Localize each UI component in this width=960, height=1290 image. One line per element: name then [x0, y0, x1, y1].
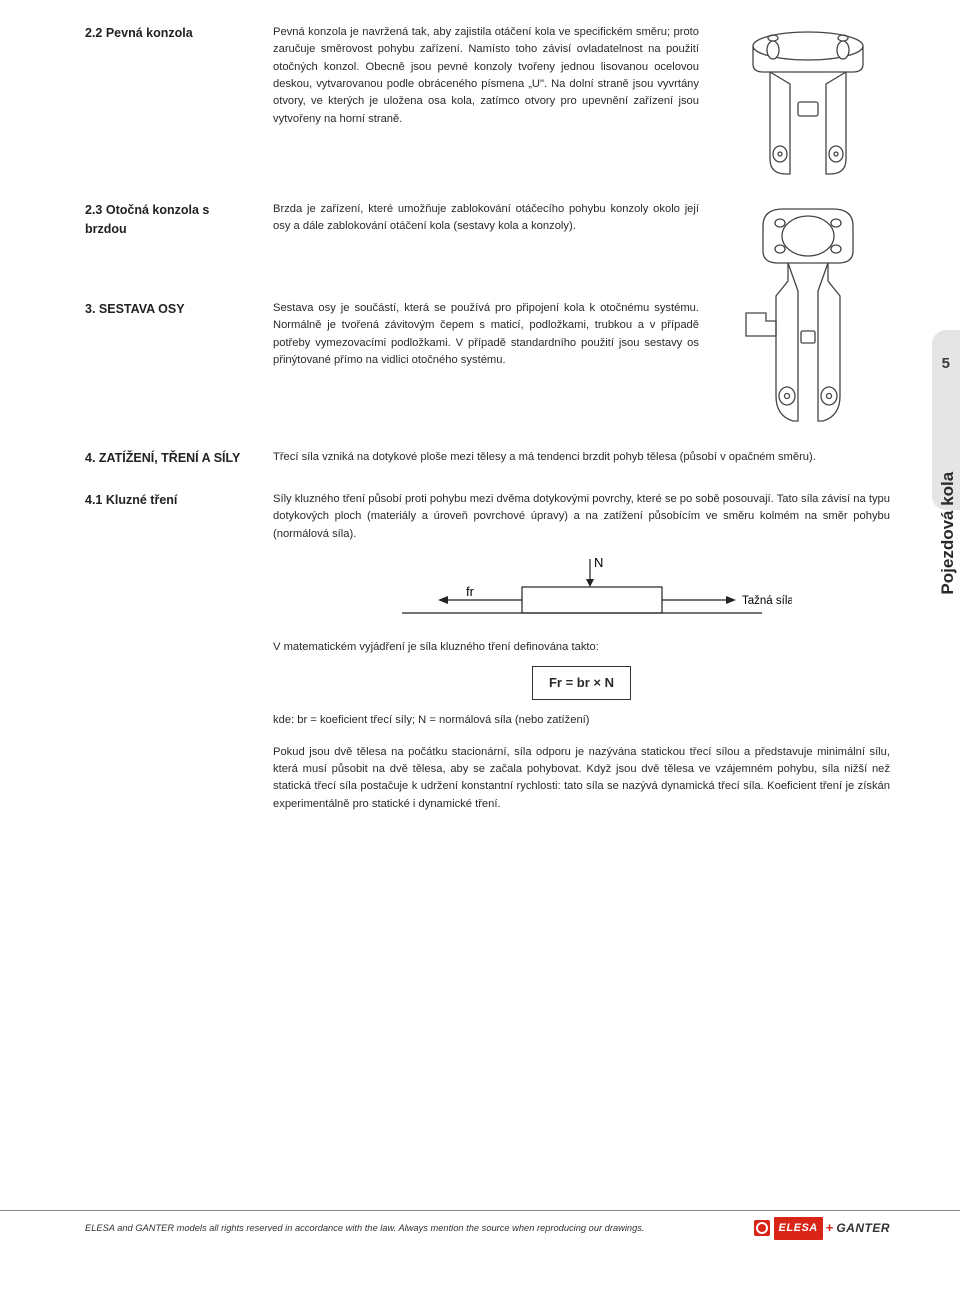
section-4-1: 4.1 Kluzné tření Síly kluzného tření půs…	[85, 491, 890, 813]
heading-4: 4. ZATÍŽENÍ, TŘENÍ A SÍLY	[85, 449, 247, 468]
heading-2-3: 2.3 Otočná konzola s brzdou	[85, 201, 247, 240]
footer-copyright: ELESA and GANTER models all rights reser…	[85, 1221, 644, 1235]
figure-fixed-bracket	[725, 24, 890, 179]
friction-diagram: N fr Tažná síla	[273, 553, 890, 631]
section-2-2: 2.2 Pevná konzola Pevná konzola je navrž…	[85, 24, 890, 179]
logo-plus-icon: +	[826, 1218, 834, 1238]
page-footer: ELESA and GANTER models all rights reser…	[0, 1210, 960, 1240]
brand-logo: ELESA + GANTER	[754, 1217, 890, 1240]
body-2-3: Brzda je zařízení, které umožňuje zablok…	[273, 201, 699, 236]
side-section-label: Pojezdová kola	[935, 472, 960, 595]
body-4-1-p1: Síly kluzného tření působí proti pohybu …	[273, 491, 890, 543]
page-number: 5	[942, 352, 950, 375]
heading-4-1: 4.1 Kluzné tření	[85, 491, 247, 510]
logo-elesa: ELESA	[774, 1217, 823, 1240]
label-N: N	[594, 555, 603, 570]
body-4-1-p2: V matematickém vyjádření je síla kluznéh…	[273, 639, 890, 656]
section-3: 3. SESTAVA OSY Sestava osy je součástí, …	[85, 300, 890, 369]
section-4: 4. ZATÍŽENÍ, TŘENÍ A SÍLY Třecí síla vzn…	[85, 449, 890, 468]
body-4-1-p3: kde: br = koeficient třecí síly; N = nor…	[273, 712, 890, 729]
formula-friction: Fr = br × N	[532, 666, 631, 700]
label-fr: fr	[466, 584, 475, 599]
body-4: Třecí síla vzniká na dotykové ploše mezi…	[273, 449, 890, 466]
body-2-2: Pevná konzola je navržená tak, aby zajis…	[273, 24, 699, 128]
label-pull-force: Tažná síla	[742, 595, 792, 607]
logo-ganter: GANTER	[836, 1219, 890, 1238]
logo-icon	[754, 1220, 770, 1236]
heading-3: 3. SESTAVA OSY	[85, 300, 247, 319]
body-4-1-p4: Pokud jsou dvě tělesa na počátku stacion…	[273, 744, 890, 813]
body-3: Sestava osy je součástí, která se použív…	[273, 300, 699, 369]
heading-2-2: 2.2 Pevná konzola	[85, 24, 247, 43]
